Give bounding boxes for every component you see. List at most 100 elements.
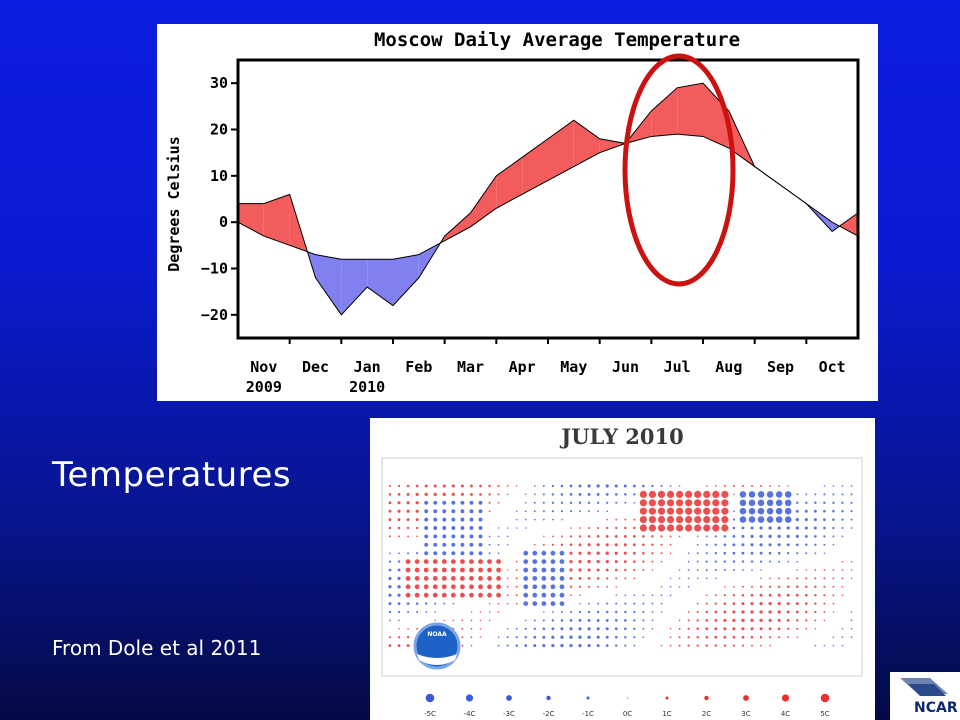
anomaly-dot (732, 485, 735, 487)
anomaly-dot (469, 592, 474, 598)
anomaly-dot (714, 485, 717, 487)
anomaly-dot (614, 484, 618, 488)
anomaly-dot (533, 635, 537, 639)
anomaly-dot (424, 500, 429, 505)
anomaly-dot (506, 602, 509, 605)
anomaly-dot (578, 559, 582, 564)
anomaly-dot (741, 593, 745, 597)
anomaly-dot (550, 576, 556, 581)
anomaly-segment (367, 259, 393, 306)
anomaly-dot (669, 594, 672, 596)
anomaly-dot (488, 493, 491, 496)
anomaly-dot (760, 569, 762, 571)
anomaly-dot (676, 524, 684, 532)
anomaly-dot (723, 551, 727, 555)
anomaly-dot (632, 484, 636, 488)
anomaly-dot (560, 611, 563, 613)
anomaly-dot (823, 535, 826, 538)
anomaly-dot (739, 516, 747, 523)
anomaly-dot (560, 635, 564, 639)
anomaly-dot (805, 585, 808, 589)
anomaly-dot (624, 610, 627, 614)
anomaly-dot (696, 610, 699, 614)
anomaly-dot (614, 619, 618, 622)
anomaly-dot (694, 516, 702, 524)
anomaly-dot (657, 499, 666, 507)
anomaly-dot (469, 542, 474, 547)
anomaly-dot (533, 485, 536, 487)
anomaly-dot (696, 577, 699, 580)
anomaly-dot (714, 644, 717, 647)
anomaly-dot (741, 602, 745, 606)
anomaly-dot (723, 627, 727, 631)
anomaly-dot (705, 552, 708, 555)
anomaly-dot (732, 627, 736, 631)
anomaly-dot (606, 577, 609, 580)
month-label: Mar (457, 358, 484, 376)
anomaly-dot (524, 627, 527, 630)
anomaly-dot (542, 510, 545, 513)
anomaly-dot (639, 524, 647, 532)
anomaly-dot (748, 516, 756, 523)
anomaly-dot (569, 535, 573, 538)
anomaly-dot (805, 543, 808, 547)
anomaly-dot (796, 560, 799, 563)
anomaly-dot (487, 576, 492, 581)
anomaly-dot (523, 584, 529, 590)
anomaly-dot (432, 592, 438, 598)
anomaly-dot (660, 552, 663, 555)
anomaly-dot (407, 552, 410, 555)
anomaly-dot (469, 534, 474, 539)
anomaly-dot (777, 618, 781, 622)
anomaly-dot (775, 507, 783, 515)
anomaly-dot (397, 610, 401, 614)
anomaly-dot (587, 535, 591, 538)
anomaly-dot (694, 499, 702, 507)
anomaly-dot (759, 618, 763, 623)
ncar-logo-mark (900, 678, 948, 696)
anomaly-dot (642, 569, 645, 571)
anomaly-dot (814, 602, 817, 605)
anomaly-dot (551, 627, 555, 631)
anomaly-dot (723, 569, 726, 571)
anomaly-dot (414, 567, 420, 573)
anomaly-dot (588, 585, 591, 588)
anomaly-dot (768, 627, 772, 631)
anomaly-dot (488, 501, 491, 504)
anomaly-dot (769, 577, 771, 580)
anomaly-dot (450, 576, 456, 581)
anomaly-dot (721, 524, 729, 532)
anomaly-dot (551, 619, 555, 622)
anomaly-dot (759, 610, 763, 614)
anomaly-dot (397, 568, 401, 572)
ncar-logo-text: NCAR (914, 700, 958, 716)
anomaly-dot (497, 552, 500, 555)
anomaly-dot (515, 602, 518, 605)
anomaly-dot (587, 635, 591, 639)
anomaly-dot (614, 568, 618, 572)
anomaly-dot (487, 584, 492, 590)
anomaly-dot (805, 552, 808, 555)
anomaly-dot (795, 509, 799, 513)
anomaly-dot (787, 560, 790, 563)
anomaly-dot (515, 560, 518, 563)
anomaly-dot (795, 610, 799, 614)
anomaly-dot (605, 534, 609, 538)
anomaly-dot (433, 542, 438, 547)
anomaly-segment (522, 138, 548, 195)
anomaly-dot (805, 501, 808, 505)
anomaly-dot (678, 535, 681, 538)
anomaly-dot (723, 594, 726, 597)
anomaly-dot (748, 507, 756, 515)
anomaly-dot (569, 568, 573, 572)
anomaly-dot (434, 619, 436, 622)
anomaly-dot (705, 535, 708, 538)
anomaly-dot (760, 577, 762, 580)
anomaly-dot (832, 594, 835, 597)
anomaly-dot (732, 543, 736, 547)
anomaly-dot (615, 526, 618, 530)
anomaly-dot (769, 560, 772, 563)
legend-label: -3C (503, 710, 515, 718)
anomaly-dot (506, 544, 509, 546)
anomaly-dot (441, 559, 447, 564)
